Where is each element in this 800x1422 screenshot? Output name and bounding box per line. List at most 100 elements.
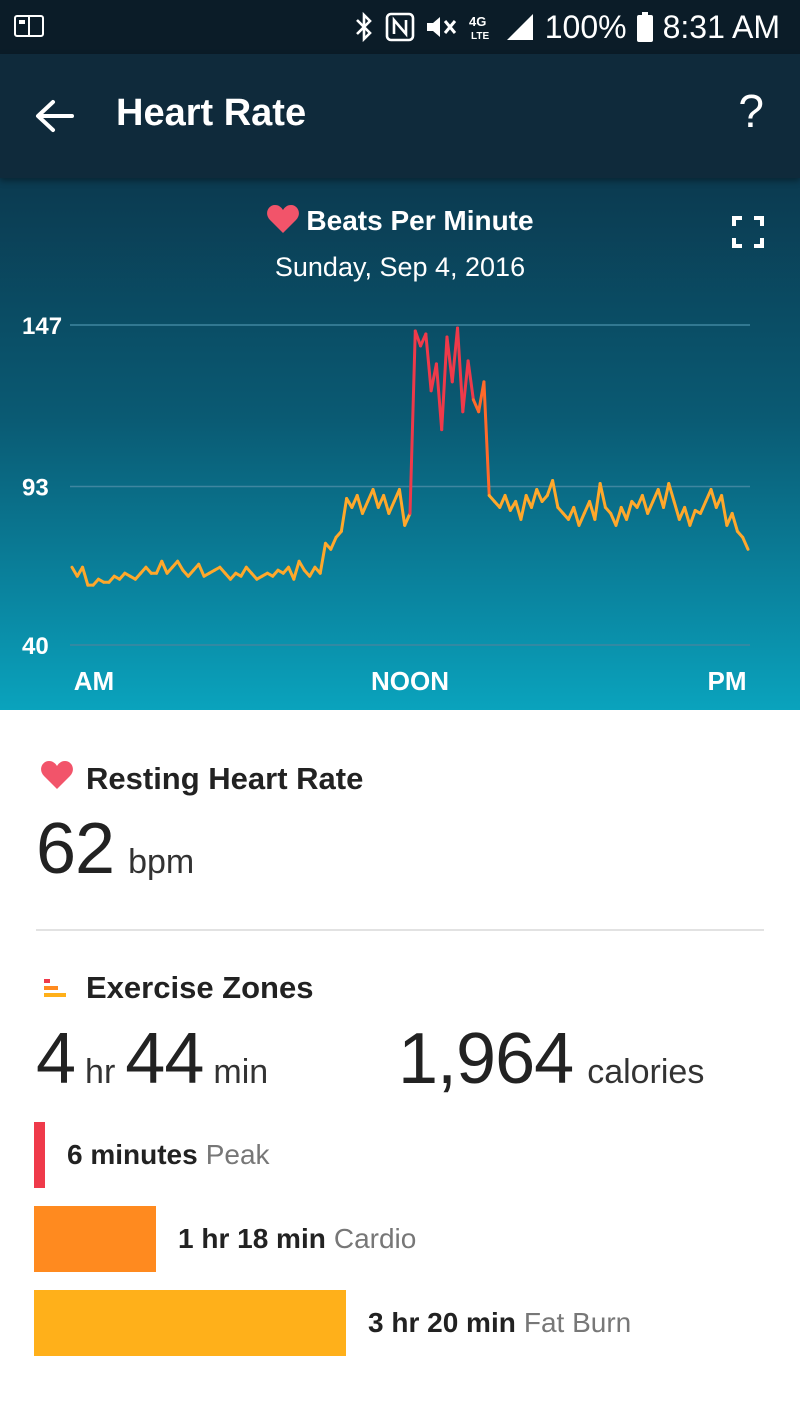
heart-rate-line-segment <box>503 493 512 512</box>
heart-icon <box>266 204 300 241</box>
zones-bars-icon <box>44 970 68 1006</box>
exercise-zones-heading[interactable]: Exercise Zones <box>44 970 313 1006</box>
heart-rate-line-segment <box>466 359 475 402</box>
heart-rate-line-segment <box>424 332 433 393</box>
heart-rate-line-segment <box>688 508 697 527</box>
heart-rate-line-segment <box>70 565 79 578</box>
heart-rate-line-segment <box>308 565 317 578</box>
heart-rate-line-segment <box>413 329 423 348</box>
status-bar: 4G LTE 100% 8:31 AM <box>0 0 800 54</box>
heart-rate-line-segment <box>519 493 528 521</box>
heart-rate-line-segment <box>176 559 185 572</box>
svg-text:4G: 4G <box>469 14 486 29</box>
heart-rate-line-segment <box>408 329 417 515</box>
heart-rate-line-segment <box>339 496 349 533</box>
heart-rate-line-segment <box>625 499 634 521</box>
y-tick-label: 40 <box>22 633 49 660</box>
y-tick-label: 147 <box>22 313 62 340</box>
heart-rate-line-segment <box>456 326 465 414</box>
resting-heart-rate-label: Resting Heart Rate <box>86 761 364 796</box>
heart-rate-line-segment <box>318 541 327 575</box>
heart-rate-line-segment <box>382 493 391 515</box>
heart-rate-line-segment <box>403 511 412 527</box>
network-4g-icon: 4G LTE <box>469 13 495 41</box>
exercise-calories: 1,964 calories <box>398 1018 704 1100</box>
heart-rate-line-segment <box>577 511 586 527</box>
notification-book-icon <box>14 14 44 38</box>
mute-icon <box>425 13 459 41</box>
heart-rate-line-segment <box>197 562 206 578</box>
back-arrow-icon <box>36 100 74 132</box>
battery-icon <box>636 12 653 42</box>
zone-row-peak[interactable]: 6 minutes Peak <box>34 1122 270 1188</box>
zone-duration: 1 hr 18 min <box>178 1223 326 1254</box>
heart-rate-line-segment <box>598 482 607 509</box>
heart-rate-line-segment <box>81 565 90 587</box>
heart-rate-line-segment <box>360 499 370 515</box>
heart-rate-line-segment <box>683 505 692 527</box>
resting-heart-rate-heading[interactable]: Resting Heart Rate <box>40 760 363 798</box>
page-title: Heart Rate <box>116 92 307 134</box>
zone-name: Cardio <box>333 1223 417 1254</box>
heart-rate-line-segment <box>614 505 623 527</box>
heart-rate-line-segment <box>730 511 739 533</box>
heart-rate-line-segment <box>593 482 602 521</box>
fullscreen-button[interactable] <box>732 216 764 248</box>
hours-unit: hr <box>85 1053 116 1091</box>
chart-canvas: 147 93 40 AM NOON PM <box>22 313 750 696</box>
resting-bpm-number: 62 <box>36 809 115 889</box>
zone-name: Fat Burn <box>523 1307 632 1338</box>
y-tick-label: 93 <box>22 474 49 501</box>
heart-rate-line-segment <box>397 487 407 527</box>
heart-rate-line-segment <box>434 362 444 432</box>
heart-rate-line-segment <box>662 482 671 509</box>
x-tick-label: PM <box>708 666 747 696</box>
resting-bpm-unit: bpm <box>128 843 195 881</box>
heart-rate-line-segment <box>709 487 718 509</box>
heart-rate-line-segment <box>529 487 539 509</box>
summary-card: Resting Heart Rate 62 bpm Exercise Zones… <box>0 710 800 1422</box>
heart-rate-line-segment <box>656 487 665 509</box>
heart-rate-line-segment <box>482 380 491 497</box>
minutes-number: 44 <box>125 1019 204 1099</box>
zone-duration: 3 hr 20 min <box>368 1307 516 1338</box>
heart-rate-line-segment <box>640 493 650 515</box>
zone-duration: 6 minutes <box>67 1139 198 1170</box>
heart-rate-line-segment <box>461 359 470 414</box>
heart-icon <box>40 760 74 798</box>
hours-number: 4 <box>36 1019 76 1099</box>
resting-heart-rate-value: 62 bpm <box>36 808 194 890</box>
heart-rate-line-segment <box>698 499 708 515</box>
exercise-total-time: 4 hr 44 min <box>36 1018 268 1100</box>
zone-row-fat-burn[interactable]: 3 hr 20 min Fat Burn <box>34 1290 631 1356</box>
svg-text:LTE: LTE <box>471 31 489 41</box>
bluetooth-icon <box>353 11 375 43</box>
heart-rate-line-segment <box>371 487 380 509</box>
chart-title-text: Beats Per Minute <box>306 204 534 236</box>
heart-rate-line-segment <box>672 499 681 521</box>
heart-rate-line-segment <box>155 559 164 575</box>
heart-rate-chart[interactable]: 147 93 40 AM NOON PM Beats Per Minute Sunday,… <box>0 178 800 710</box>
fullscreen-icon <box>732 216 764 248</box>
calories-number: 1,964 <box>398 1019 574 1099</box>
heart-rate-line-segment <box>535 487 544 503</box>
heart-rate-line-segment <box>297 559 306 572</box>
heart-rate-line-segment <box>329 535 338 551</box>
calories-unit: calories <box>587 1053 705 1091</box>
heart-rate-line-segment <box>160 559 169 575</box>
help-button[interactable]: ? <box>738 85 764 137</box>
zone-row-cardio[interactable]: 1 hr 18 min Cardio <box>34 1206 416 1272</box>
heart-rate-line-segment <box>445 335 454 384</box>
clock-time: 8:31 AM <box>662 8 780 45</box>
zone-bar-fat-burn <box>34 1290 346 1356</box>
x-tick-label: NOON <box>371 666 449 696</box>
heart-rate-line-segment <box>667 482 676 503</box>
heart-rate-line-segment <box>440 335 449 432</box>
signal-icon <box>505 12 535 42</box>
heart-rate-line-segment <box>741 535 750 551</box>
chart-title: Beats Per Minute <box>0 204 800 241</box>
heart-rate-line-segment <box>355 493 364 515</box>
back-button[interactable] <box>30 92 78 140</box>
zone-bar-cardio <box>34 1206 156 1272</box>
heart-rate-line-segment <box>514 499 523 521</box>
